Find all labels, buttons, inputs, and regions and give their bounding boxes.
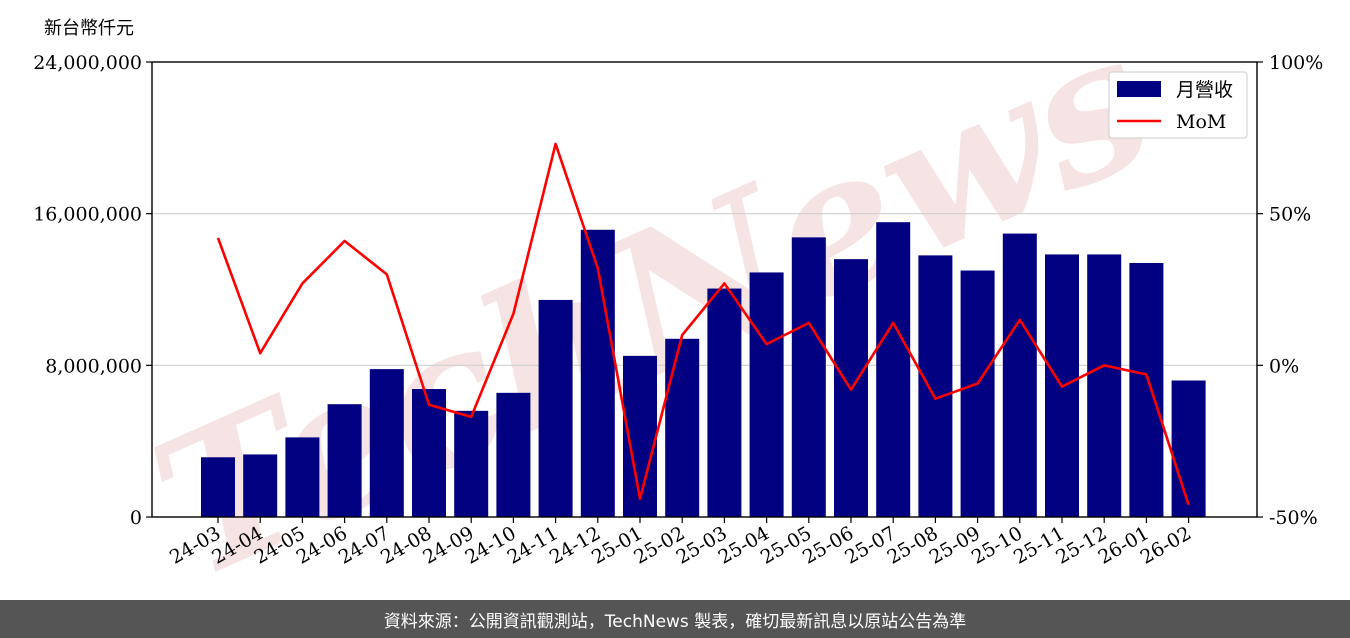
- footer-source-text: 資料來源：公開資訊觀測站，TechNews 製表，確切最新訊息以原站公告為準: [383, 611, 967, 632]
- y2-tick-label: 50%: [1269, 204, 1311, 226]
- bar-25-10: [1002, 233, 1037, 517]
- bar-24-10: [496, 392, 531, 517]
- bar-26-01: [1129, 262, 1164, 517]
- bar-24-11: [538, 299, 573, 517]
- y-axis-title: 新台幣仟元: [44, 18, 134, 39]
- bar-25-08: [918, 255, 953, 517]
- y-tick-label: 24,000,000: [33, 52, 142, 74]
- mom-line: [216, 142, 1190, 506]
- bar-25-09: [960, 270, 995, 517]
- y2-tick-label: -50%: [1269, 507, 1318, 529]
- y-tick-label: 8,000,000: [45, 355, 142, 377]
- bar-26-02: [1171, 380, 1206, 517]
- bar-25-02: [665, 338, 700, 517]
- bar-24-05: [285, 437, 320, 517]
- bar-24-06: [327, 404, 362, 517]
- line-series: [216, 142, 1190, 506]
- bar-25-12: [1087, 254, 1122, 518]
- bar-25-03: [707, 288, 742, 517]
- bar-24-12: [580, 229, 615, 517]
- legend-label-revenue: 月營收: [1176, 79, 1233, 101]
- legend: 月營收 MoM: [1108, 71, 1248, 139]
- y2-tick-label: 100%: [1269, 52, 1323, 74]
- bar-24-03: [201, 457, 235, 517]
- bar-24-04: [243, 454, 278, 517]
- chart-canvas: TechNews 08,000,00016,000,00024,000,000-…: [33, 0, 1323, 600]
- legend-bar-swatch: [1117, 81, 1161, 97]
- bar-24-07: [369, 369, 404, 517]
- bar-25-05: [791, 237, 826, 518]
- bar-series: [201, 222, 1206, 518]
- footer-source-bar: 資料來源：公開資訊觀測站，TechNews 製表，確切最新訊息以原站公告為準: [0, 600, 1350, 638]
- y-tick-label: 0: [130, 507, 142, 529]
- y2-tick-label: 0%: [1269, 355, 1299, 377]
- y-tick-label: 16,000,000: [33, 204, 142, 226]
- legend-label-mom: MoM: [1176, 111, 1226, 133]
- bar-25-07: [876, 222, 911, 517]
- bar-25-04: [749, 272, 784, 517]
- plot-frame: [151, 61, 1258, 518]
- bar-24-09: [454, 410, 489, 517]
- bar-24-08: [412, 389, 446, 517]
